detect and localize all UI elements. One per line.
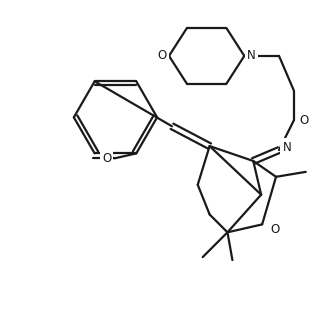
Text: O: O: [102, 152, 111, 165]
Text: O: O: [270, 223, 280, 236]
Text: N: N: [247, 49, 256, 62]
Text: N: N: [283, 141, 291, 154]
Text: O: O: [158, 49, 167, 62]
Text: O: O: [299, 114, 308, 127]
